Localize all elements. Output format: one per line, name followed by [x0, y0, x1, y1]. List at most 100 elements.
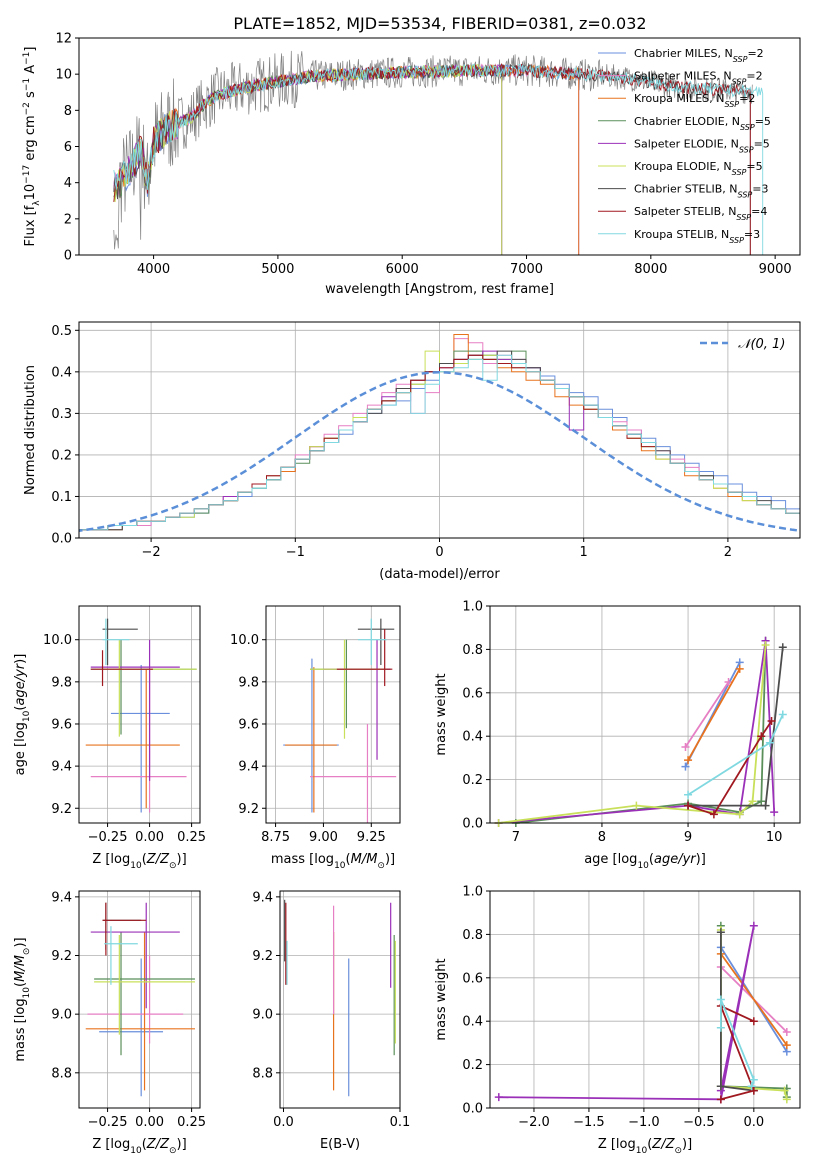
y-tick-label: 0.5 [51, 324, 72, 339]
y-tick-label: 0.8 [462, 928, 483, 943]
y-tick-label: 9.2 [51, 949, 72, 964]
weight-series-line [515, 640, 767, 824]
plus-marker [748, 797, 757, 806]
y-tick-label: 9.8 [51, 675, 72, 690]
y-tick-label: 6 [64, 140, 72, 155]
y-tick-label: 8 [64, 104, 72, 119]
y-tick-label: 10.0 [230, 633, 259, 648]
weight-series-line [720, 953, 788, 1046]
model-spectrum-line [113, 63, 751, 255]
y-tick-label: 0.0 [462, 817, 483, 832]
model-spectrum-line [113, 63, 764, 255]
plus-marker [765, 738, 774, 747]
weight-series-line [684, 681, 730, 748]
x-axis-label: Z [log10(Z/Z⊙)] [92, 1137, 186, 1156]
x-tick-label: −0.25 [88, 830, 128, 845]
x-axis-label: wavelength [Angstrom, rest frame] [325, 282, 554, 297]
x-tick-label: 8.75 [261, 830, 290, 845]
axes-frame [489, 890, 801, 1109]
x-tick-label: −1.5 [573, 1115, 605, 1130]
x-tick-label: 0.0 [743, 1115, 764, 1130]
y-tick-label: 9.6 [238, 717, 259, 732]
x-tick-label: −1.0 [628, 1115, 660, 1130]
plot-area [494, 921, 791, 1104]
x-tick-label: 0.0 [273, 1115, 294, 1130]
plus-marker [770, 808, 779, 817]
y-tick-label: 4 [64, 176, 72, 191]
plus-marker [749, 1086, 758, 1095]
age-vs-mass-panel: 8.75 9.00 9.25 9.2 9.4 9.6 9.8 10.0 mass [log10(… [230, 605, 401, 871]
x-tick-label: 9.25 [357, 830, 386, 845]
y-axis-label: Flux [fλ10−17 erg cm−2 s−1 A−1] [22, 47, 42, 247]
legend-label: Salpeter MILES, NSSP=2 [634, 70, 763, 87]
plus-marker [761, 801, 770, 810]
y-tick-label: 0.4 [462, 1015, 483, 1030]
axes-frame [489, 605, 801, 824]
axes-frame [78, 605, 201, 824]
weight-series-line [498, 925, 755, 1101]
x-axis-label: Z [log10(Z/Z⊙)] [92, 852, 186, 871]
x-tick-label: 4000 [137, 262, 170, 277]
plus-marker [767, 717, 776, 726]
plot-area [283, 618, 397, 823]
plus-marker [747, 1082, 756, 1091]
model-spectrum-line [113, 63, 580, 255]
axes-frame [78, 890, 201, 1109]
x-tick-label: 8000 [634, 262, 667, 277]
plus-marker [716, 995, 725, 1004]
y-tick-label: 0 [64, 249, 72, 264]
x-tick-label: 9.00 [309, 830, 338, 845]
plus-marker [780, 1086, 789, 1095]
plus-marker [757, 732, 766, 741]
y-axis-label: mass weight [434, 958, 449, 1040]
weight-series-line [720, 999, 755, 1087]
spectrum-title: PLATE=1852, MJD=53534, FIBERID=0381, z=0… [233, 14, 646, 33]
axes-frame [279, 890, 401, 1109]
plot-area [494, 636, 787, 827]
plus-marker [684, 756, 693, 765]
plus-marker [716, 1023, 725, 1032]
mass-vs-metallicity-panel: −0.25 0.00 0.25 8.8 9.0 9.2 9.4 Z [log10(Z/Z⊙)]… [13, 890, 206, 1156]
plus-marker [681, 762, 690, 771]
plot-area [113, 50, 764, 255]
y-tick-label: 0.0 [51, 532, 72, 547]
y-tick-label: 9.0 [51, 1008, 72, 1023]
x-tick-label: 5000 [261, 262, 294, 277]
legend-label: Chabrier MILES, NSSP=2 [634, 47, 764, 64]
x-axis-label: E(B-V) [320, 1137, 360, 1152]
y-axis-label: mass weight [434, 673, 449, 755]
y-tick-label: 0.6 [462, 971, 483, 986]
x-tick-label: −2.0 [518, 1115, 550, 1130]
axes-frame [78, 37, 801, 256]
legend-label: Kroupa ELODIE, NSSP=5 [634, 160, 763, 177]
y-tick-label: 9.4 [252, 890, 273, 905]
plus-marker [782, 1095, 791, 1104]
plus-marker [724, 677, 733, 686]
y-tick-label: 0.4 [51, 365, 72, 380]
x-tick-label: 0.1 [390, 1115, 411, 1130]
residual-histogram-panel: −2 −1 0 1 2 0.0 0.1 0.2 0.3 0.4 0.5 (data-model)/er… [23, 321, 801, 582]
model-spectrum-line [113, 63, 580, 255]
axes-frame [265, 605, 401, 824]
plus-marker [716, 1095, 725, 1104]
legend-label: 𝒩(0, 1) [738, 337, 785, 352]
x-tick-label: 6000 [386, 262, 419, 277]
plus-marker [684, 790, 693, 799]
normal-reference-curve [79, 371, 800, 532]
x-tick-label: 9 [684, 830, 692, 845]
plot-area [284, 899, 396, 1097]
legend-label: Kroupa STELIB, NSSP=3 [634, 228, 760, 245]
x-tick-label: −1 [286, 545, 305, 560]
x-tick-label: −2 [142, 545, 161, 560]
x-tick-label: 0.25 [177, 830, 206, 845]
x-axis-label: age [log10(age/yr)] [584, 852, 706, 871]
plus-marker [716, 928, 725, 937]
plus-marker [749, 1075, 758, 1084]
y-tick-label: 0.8 [462, 643, 483, 658]
weight-series-line [719, 1004, 756, 1101]
legend-label: Kroupa MILES, NSSP=2 [634, 92, 755, 109]
x-tick-label: 9000 [759, 262, 792, 277]
plot-area [79, 334, 800, 532]
mass-vs-ebv-panel: 0.0 0.1 8.8 9.0 9.2 9.4 E(B-V) [252, 890, 410, 1152]
